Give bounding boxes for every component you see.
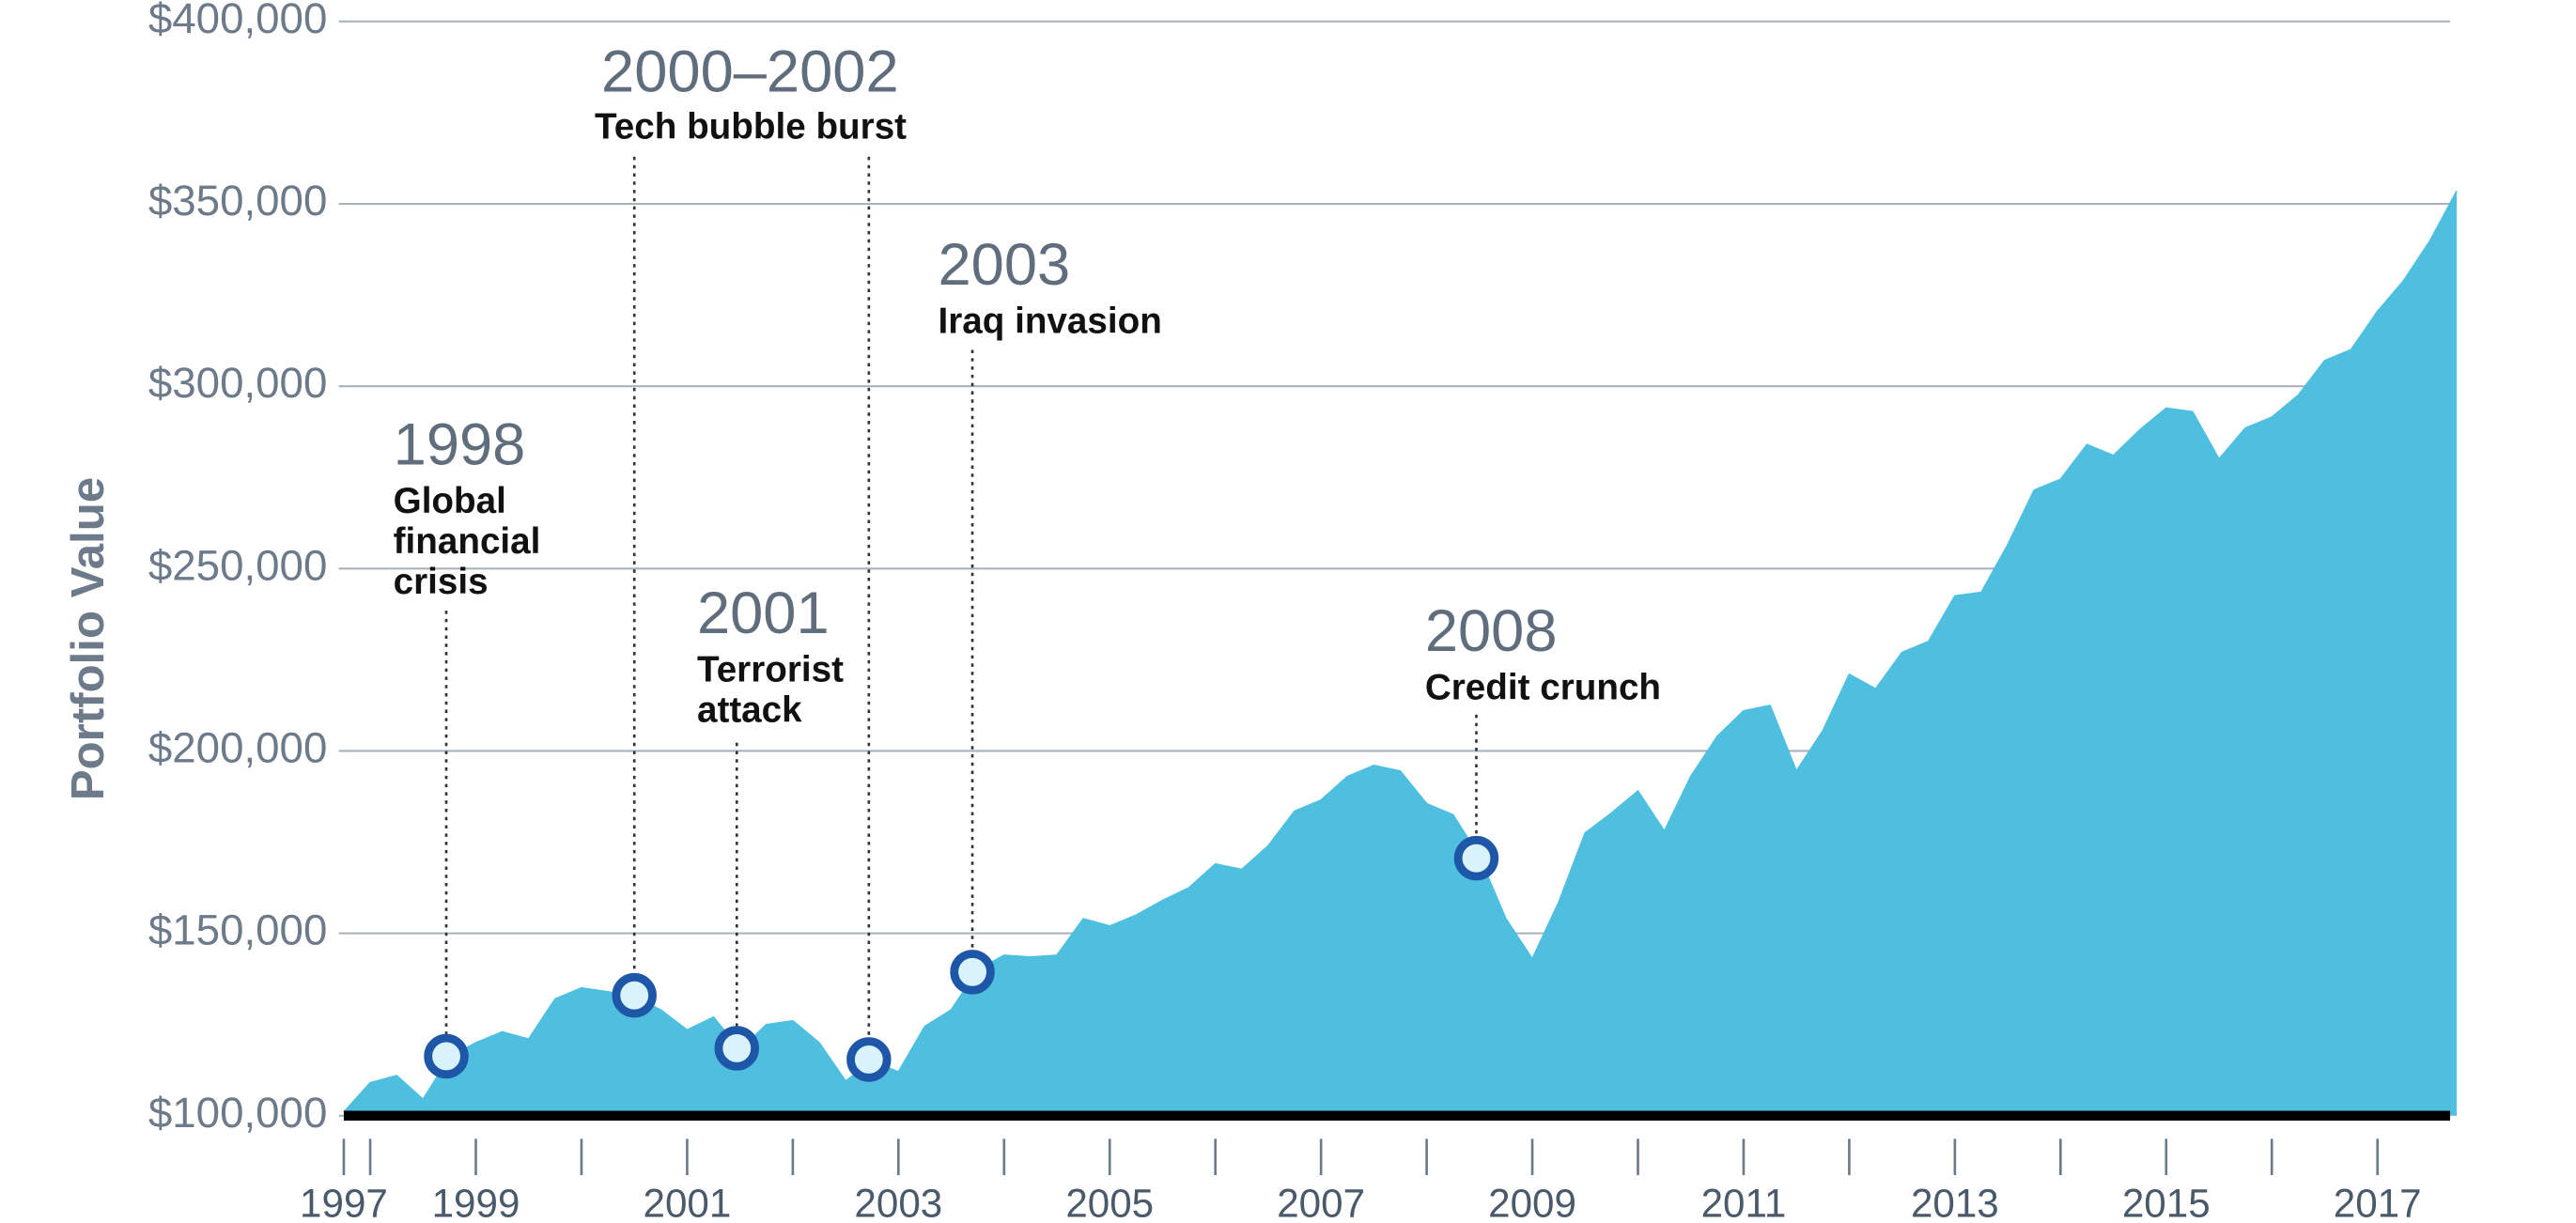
- x-tick-label: 2001: [644, 1182, 732, 1223]
- annotation-label: Credit crunch: [1425, 668, 1661, 708]
- annotation-label: crisis: [394, 562, 489, 602]
- event-marker: [1453, 835, 1499, 881]
- event-marker: [950, 950, 995, 995]
- x-tick-label: 1999: [432, 1182, 520, 1223]
- annotation-year: 2000–2002: [601, 39, 899, 105]
- event-marker: [714, 1026, 759, 1071]
- y-tick-label: $150,000: [148, 906, 328, 954]
- event-marker: [846, 1037, 892, 1082]
- x-tick-label: 1997: [300, 1182, 388, 1223]
- x-tick-label: 2009: [1488, 1182, 1576, 1223]
- annotation-label: Iraq invasion: [938, 302, 1161, 342]
- annotation-label: Terrorist: [697, 649, 844, 689]
- annotation-year: 2003: [938, 232, 1070, 298]
- x-tick-label: 2005: [1065, 1182, 1154, 1223]
- annotation-label: Global: [394, 481, 506, 521]
- y-tick-label: $250,000: [148, 541, 328, 589]
- x-tick-label: 2007: [1277, 1182, 1365, 1223]
- x-tick-label: 2017: [2334, 1182, 2422, 1223]
- annotation-year: 1998: [394, 412, 526, 478]
- annotation-label: financial: [394, 521, 541, 562]
- x-tick-label: 2013: [1911, 1182, 1999, 1223]
- x-tick-label: 2003: [854, 1182, 942, 1223]
- y-tick-label: $100,000: [148, 1089, 328, 1137]
- event-marker: [612, 972, 657, 1018]
- event-marker: [424, 1033, 469, 1079]
- y-axis-label: Portfolio Value: [62, 477, 114, 800]
- y-tick-label: $200,000: [148, 724, 328, 772]
- area: [343, 191, 2458, 1116]
- annotation-year: 2008: [1425, 598, 1558, 664]
- y-tick-label: $300,000: [148, 359, 328, 407]
- x-tick-label: 2015: [2122, 1182, 2211, 1223]
- annotation-year: 2001: [697, 581, 830, 646]
- x-tick-label: 2011: [1701, 1182, 1787, 1223]
- annotation-label: Tech bubble burst: [595, 106, 907, 147]
- y-tick-label: $350,000: [148, 177, 328, 224]
- annotation-label: attack: [697, 689, 802, 730]
- y-tick-label: $400,000: [148, 0, 328, 42]
